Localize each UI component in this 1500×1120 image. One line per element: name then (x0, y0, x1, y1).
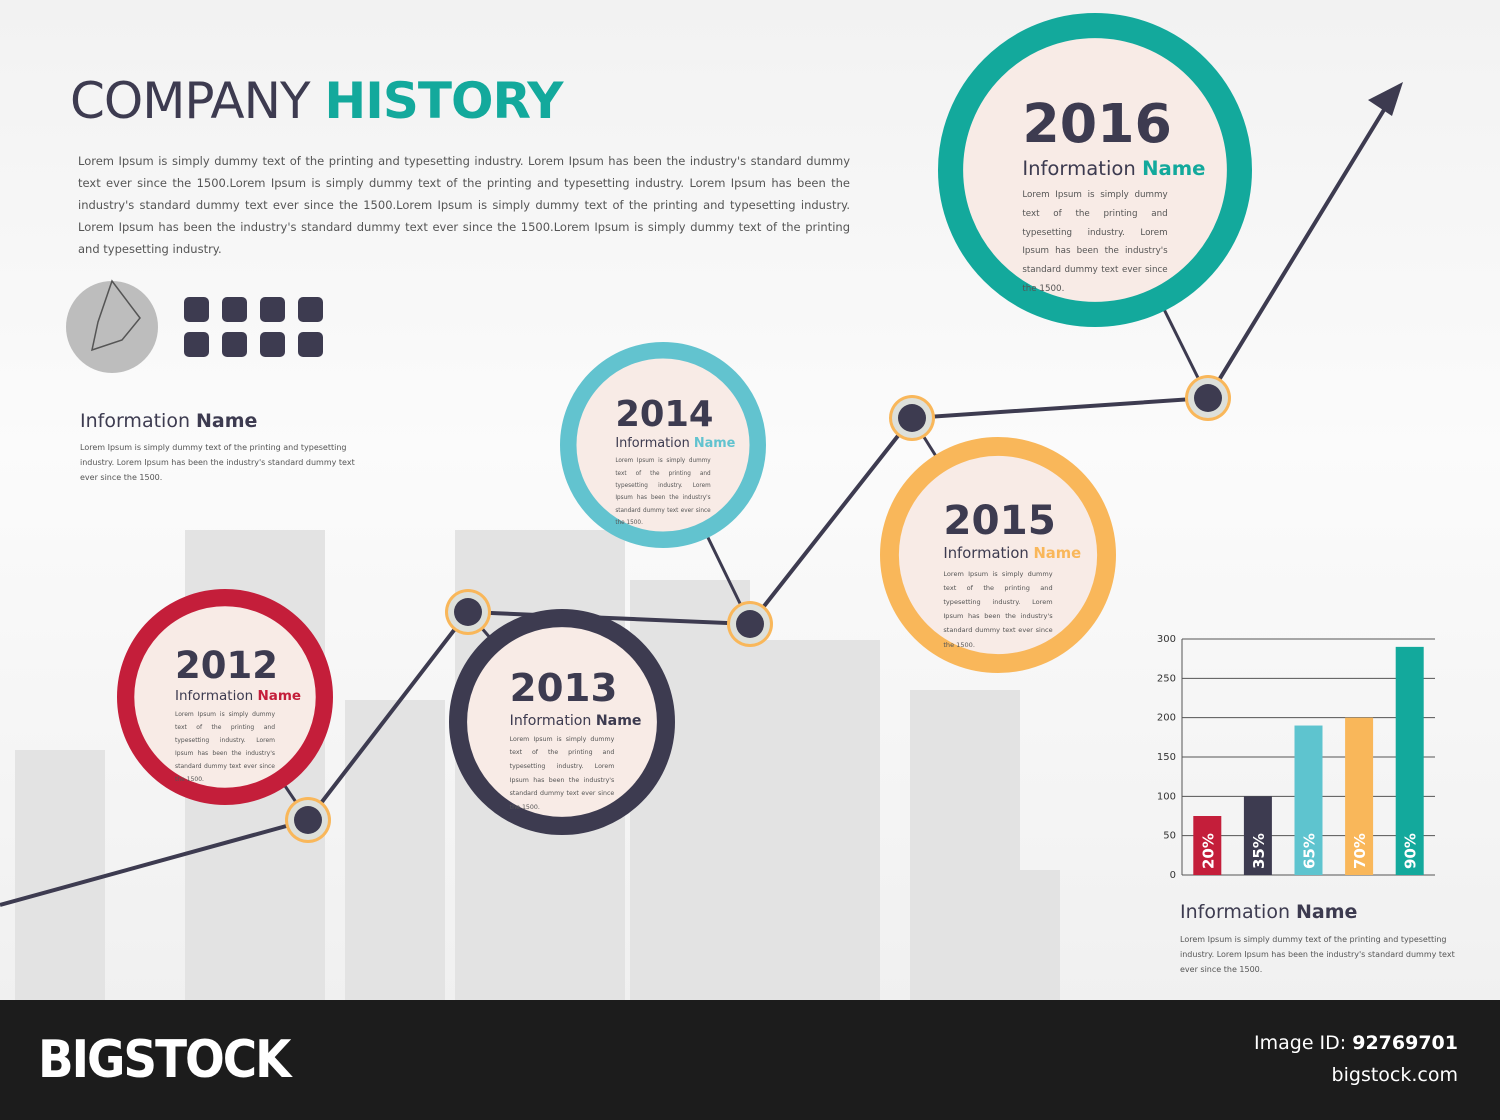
title-part: HISTORY (324, 72, 563, 130)
side-heading: Information Name (80, 410, 257, 432)
bar (1294, 725, 1323, 875)
intro-text: Lorem Ipsum is simply dummy text of the … (78, 154, 850, 256)
label-part: Information (943, 545, 1029, 563)
bar-annotation: 65% (1301, 833, 1319, 869)
milestone-text: 2016 Information Name Lorem Ipsum is simpl… (1022, 92, 1205, 299)
milestone-body: Lorem Ipsum is simply dummy text of the … (943, 569, 1053, 649)
milestone-text: 2014 Information Name Lorem Ipsum is simpl… (615, 394, 735, 529)
milestone-body: Lorem Ipsum is simply dummy text of the … (615, 458, 711, 527)
brand: BIGSTOCK (38, 1030, 291, 1090)
side-text: Lorem Ipsum is simply dummy text of the … (80, 443, 355, 482)
id-label: Image ID: (1254, 1032, 1347, 1054)
label-part: Name (1142, 156, 1206, 180)
milestone-ring (449, 608, 676, 835)
label-part: Information (509, 712, 592, 729)
bar (1395, 646, 1424, 875)
y-tick-label: 300 (1157, 634, 1176, 645)
label-part: Name (257, 688, 302, 704)
year: 2015 (943, 496, 1056, 545)
y-tick-label: 150 (1157, 752, 1176, 763)
heading-part: Information (80, 410, 190, 432)
label-part: Name (595, 712, 642, 729)
title-part: COMPANY (70, 72, 311, 130)
year: 2013 (509, 665, 618, 711)
y-tick-label: 100 (1157, 791, 1176, 802)
chart-text: Lorem Ipsum is simply dummy text of the … (1180, 935, 1455, 974)
milestone-text: 2012 Information Name Lorem Ipsum is simpl… (175, 644, 301, 786)
milestone-text: 2015 Information Name Lorem Ipsum is simpl… (943, 496, 1081, 651)
id-value: 92769701 (1352, 1032, 1458, 1054)
label: Information Name (1022, 156, 1205, 180)
heading-part: Name (196, 410, 258, 432)
node-dot (1194, 384, 1222, 412)
label-part: Information (615, 436, 690, 452)
milestone-body: Lorem Ipsum is simply dummy text of the … (509, 735, 615, 811)
node-dot (294, 806, 322, 834)
y-tick-label: 50 (1163, 831, 1176, 842)
label: Information Name (509, 712, 642, 729)
milestone-ring (559, 341, 766, 548)
label-part: Name (693, 436, 736, 452)
label: Information Name (943, 545, 1081, 563)
node-dot (454, 598, 482, 626)
year: 2012 (175, 644, 278, 687)
bar (1193, 816, 1222, 875)
bar-annotation: 90% (1402, 833, 1420, 869)
node-dot (736, 610, 764, 638)
milestone-body: Lorem Ipsum is simply dummy text of the … (1022, 189, 1168, 295)
label-part: Name (1033, 545, 1082, 563)
bar-annotation: 20% (1199, 833, 1217, 869)
bar-annotation: 35% (1250, 833, 1268, 869)
bar (1345, 717, 1374, 875)
milestone-text: 2013 Information Name Lorem Ipsum is simpl… (509, 665, 642, 815)
site: bigstock.com (1331, 1064, 1458, 1086)
icons (184, 297, 323, 357)
timeline-art: 0 50 100 150 200 250 300 20% 35% 65% 70% 90% (0, 12, 1435, 1000)
milestone-ring (116, 589, 334, 806)
milestone-body: Lorem Ipsum is simply dummy text of the … (175, 711, 275, 783)
arrow-head (1368, 82, 1403, 116)
year: 2014 (615, 394, 714, 436)
label: Information Name (175, 688, 301, 704)
node-dot (898, 404, 926, 432)
milestone-ring (880, 437, 1116, 673)
bar (1243, 796, 1272, 875)
chart-heading: Information Name (1180, 901, 1357, 923)
y-tick-label: 0 (1170, 870, 1176, 881)
y-tick-label: 200 (1157, 713, 1176, 724)
image-id: Image ID: 92769701 (1254, 1032, 1458, 1054)
y-tick-label: 250 (1157, 673, 1176, 684)
footer: BIGSTOCK Image ID: 92769701 bigstock.com (0, 1000, 1500, 1120)
heading-part: Name (1296, 901, 1358, 923)
bar-annotation: 70% (1351, 833, 1369, 869)
label-part: Information (175, 688, 254, 704)
label-part: Information (1022, 156, 1136, 180)
milestone-ring (937, 12, 1253, 328)
title: COMPANY HISTORY (70, 72, 563, 130)
label: Information Name (615, 436, 735, 452)
radar-icon (66, 279, 158, 373)
heading-part: Information (1180, 901, 1290, 923)
year: 2016 (1022, 92, 1172, 156)
